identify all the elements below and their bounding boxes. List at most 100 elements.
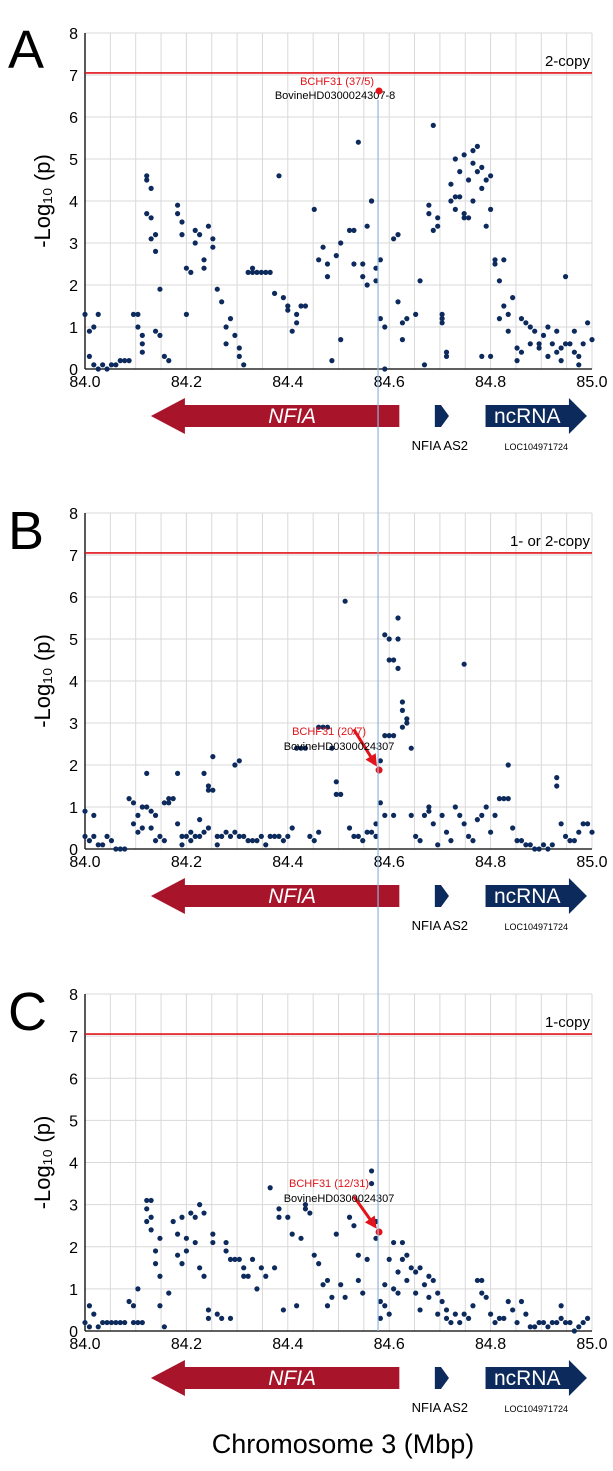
data-point (417, 1265, 423, 1271)
data-point (448, 1319, 454, 1326)
data-point (227, 1315, 234, 1321)
data-point (395, 636, 401, 642)
data-point (139, 349, 145, 355)
data-point (95, 366, 101, 372)
data-point (377, 316, 383, 322)
x-tick-label: 84.8 (475, 1336, 506, 1353)
data-point (399, 320, 406, 326)
data-point (289, 1231, 295, 1237)
data-point (395, 1269, 401, 1275)
data-point (488, 173, 494, 179)
threshold-label: 1- or 2-copy (510, 533, 591, 550)
data-point (554, 328, 560, 334)
data-point (421, 812, 428, 819)
data-point (170, 1218, 176, 1225)
data-point (223, 324, 229, 330)
data-point (148, 825, 154, 831)
data-point (236, 833, 242, 840)
data-point (452, 804, 458, 810)
data-point (346, 1214, 353, 1220)
data-point (324, 274, 331, 280)
data-point (113, 362, 119, 368)
data-point (197, 232, 203, 238)
data-point (197, 1202, 203, 1208)
data-point (395, 232, 401, 238)
data-point (576, 829, 582, 835)
data-point (492, 1319, 498, 1326)
data-point (276, 1206, 282, 1212)
data-point (360, 838, 366, 844)
data-point (351, 1223, 357, 1229)
data-point (144, 1206, 150, 1212)
data-point (580, 341, 586, 347)
data-point (139, 825, 145, 831)
data-point (302, 745, 309, 751)
data-point (558, 358, 564, 364)
data-point (457, 812, 463, 819)
data-point (100, 842, 106, 848)
data-point (505, 328, 511, 334)
data-point (82, 1319, 88, 1326)
nfia-gene-arrow (150, 1360, 400, 1396)
data-point (236, 353, 242, 359)
data-point (183, 833, 189, 840)
data-point (567, 341, 573, 347)
data-point (91, 362, 97, 368)
data-point (280, 1307, 286, 1313)
data-point (382, 324, 388, 330)
data-point (426, 202, 432, 208)
data-point (91, 812, 97, 819)
data-point (174, 211, 181, 217)
data-point (108, 1319, 115, 1326)
data-point (311, 206, 317, 212)
data-point (479, 164, 485, 170)
data-point (91, 833, 97, 840)
data-point (174, 1252, 181, 1258)
data-point (413, 1269, 419, 1275)
data-point (236, 345, 242, 351)
data-point (457, 1319, 463, 1326)
y-tick-label: 1 (69, 320, 78, 337)
y-tick-label: 0 (69, 1324, 78, 1341)
data-point (589, 337, 595, 343)
ncrna-gene-label: ncRNA (494, 885, 561, 908)
x-tick-label: 84.8 (475, 374, 506, 391)
data-point (386, 1256, 392, 1262)
data-point (263, 842, 269, 848)
data-point (465, 833, 472, 840)
data-point (364, 829, 370, 835)
x-tick-label: 84.2 (171, 854, 202, 871)
data-point (377, 1298, 383, 1305)
data-point (589, 829, 595, 835)
data-point (289, 328, 295, 334)
data-point (408, 812, 414, 819)
data-point (82, 833, 88, 840)
data-point (104, 366, 110, 372)
data-point (492, 257, 498, 263)
data-point (430, 227, 436, 233)
y-tick-label: 4 (69, 194, 78, 211)
data-point (386, 733, 392, 739)
data-point (285, 833, 291, 840)
y-tick-label: 2 (69, 278, 78, 295)
data-point (126, 1298, 132, 1305)
data-point (488, 353, 494, 359)
data-point (183, 1248, 189, 1254)
data-point (232, 762, 238, 768)
y-tick-label: 4 (69, 674, 78, 691)
data-point (100, 1319, 106, 1326)
data-point (540, 842, 547, 848)
data-point (483, 177, 489, 183)
data-point (576, 1324, 582, 1330)
y-tick-label: 1 (69, 800, 78, 817)
data-point (223, 1248, 229, 1254)
data-point (91, 324, 97, 330)
data-point (461, 211, 467, 217)
data-point (201, 265, 207, 271)
data-point (117, 1319, 123, 1326)
data-point (241, 833, 247, 840)
data-point (192, 1214, 198, 1220)
data-point (382, 733, 388, 739)
data-point (470, 160, 476, 166)
x-axis-title: Chromosome 3 (Mbp) (212, 1429, 475, 1459)
